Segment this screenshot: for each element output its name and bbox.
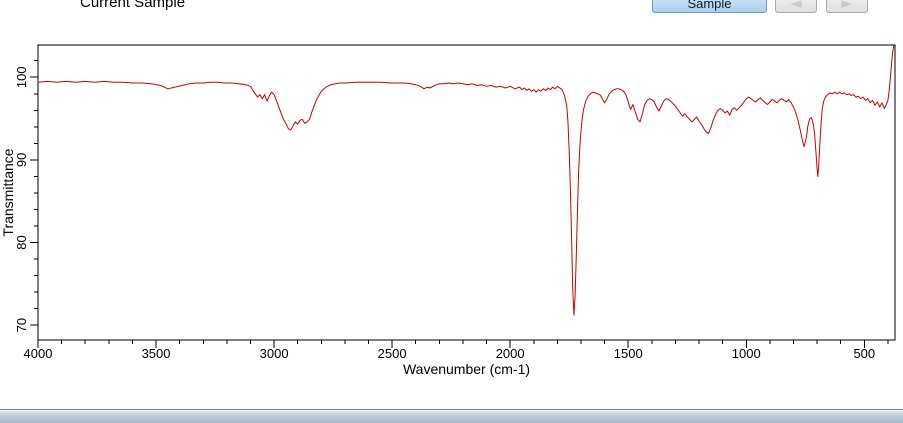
y-tick-label: 100: [14, 66, 29, 88]
x-axis-title: Wavenumber (cm-1): [403, 361, 530, 377]
spectrum-line: [37, 45, 895, 316]
y-tick-label: 90: [14, 153, 29, 167]
x-tick-label: 1000: [732, 346, 761, 361]
x-tick-label: 2000: [496, 346, 525, 361]
plot-frame: [37, 44, 896, 341]
x-tick-label: 500: [853, 346, 875, 361]
y-tick-label: 70: [14, 318, 29, 332]
x-tick-label: 3500: [142, 346, 171, 361]
current-sample-label: Current Sample: [80, 0, 186, 11]
previous-spectrum-button[interactable]: ◄: [775, 0, 817, 13]
sample-button[interactable]: Sample: [652, 0, 767, 13]
x-tick-label: 2500: [378, 346, 407, 361]
bottom-splitter-bar[interactable]: [0, 409, 903, 423]
arrow-right-icon: ►: [841, 0, 853, 12]
x-tick-label: 1500: [614, 346, 643, 361]
next-spectrum-button[interactable]: ►: [826, 0, 868, 13]
spectrum-chart[interactable]: 4000 3500 3000 2500 2000 1500 1000 500 70 80 90 100…: [0, 14, 903, 390]
x-tick-label: 4000: [24, 346, 53, 361]
y-tick-label: 80: [14, 235, 29, 249]
x-tick-label: 3000: [260, 346, 289, 361]
header-bar: Current Sample Sample ◄ ►: [0, 0, 903, 14]
y-axis-title: Transmittance: [0, 148, 16, 236]
arrow-left-icon: ◄: [790, 0, 802, 12]
